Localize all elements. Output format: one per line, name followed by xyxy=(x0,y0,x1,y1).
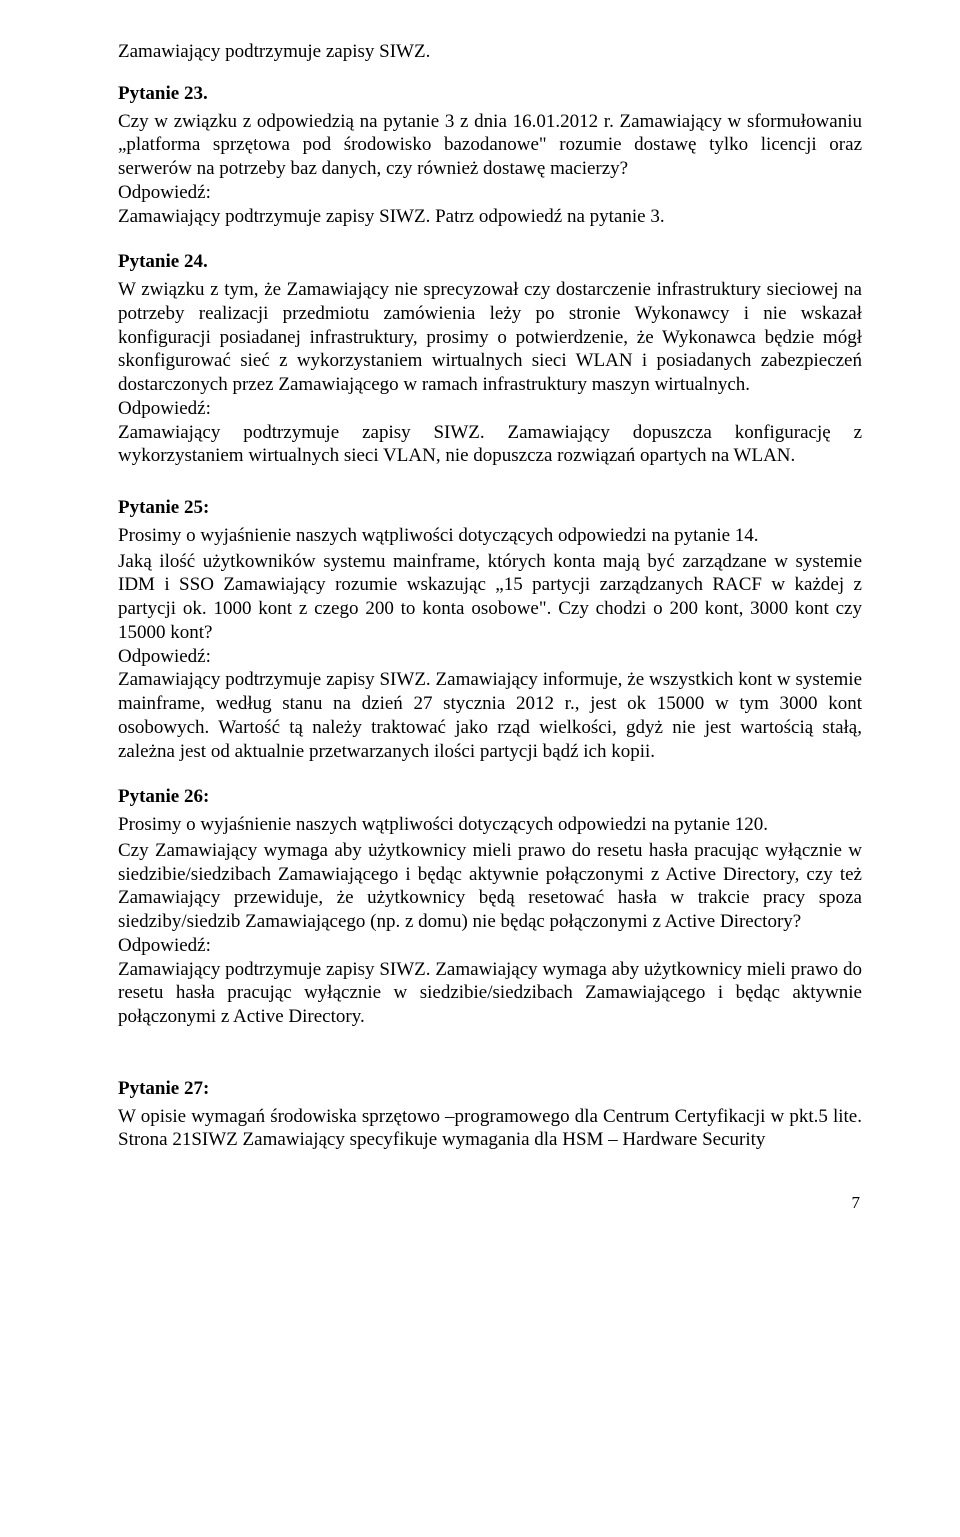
question-23-answer-label: Odpowiedź: xyxy=(118,181,862,205)
question-27-block: Pytanie 27: W opisie wymagań środowiska … xyxy=(118,1077,862,1152)
question-26-text-2: Czy Zamawiający wymaga aby użytkownicy m… xyxy=(118,839,862,934)
question-25-answer-label: Odpowiedź: xyxy=(118,645,862,669)
question-25-heading: Pytanie 25: xyxy=(118,496,862,520)
question-25-answer: Zamawiający podtrzymuje zapisy SIWZ. Zam… xyxy=(118,668,862,763)
question-26-heading: Pytanie 26: xyxy=(118,785,862,809)
question-26-answer-label: Odpowiedź: xyxy=(118,934,862,958)
question-25-block: Pytanie 25: Prosimy o wyjaśnienie naszyc… xyxy=(118,496,862,763)
intro-text: Zamawiający podtrzymuje zapisy SIWZ. xyxy=(118,40,862,64)
question-26-text-1: Prosimy o wyjaśnienie naszych wątpliwośc… xyxy=(118,813,862,837)
question-27-heading: Pytanie 27: xyxy=(118,1077,862,1101)
question-27-text: W opisie wymagań środowiska sprzętowo –p… xyxy=(118,1105,862,1153)
question-24-answer-label: Odpowiedź: xyxy=(118,397,862,421)
question-24-block: Pytanie 24. W związku z tym, że Zamawiaj… xyxy=(118,250,862,468)
question-23-block: Pytanie 23. Czy w związku z odpowiedzią … xyxy=(118,82,862,229)
question-25-text-1: Prosimy o wyjaśnienie naszych wątpliwośc… xyxy=(118,524,862,548)
question-24-heading: Pytanie 24. xyxy=(118,250,862,274)
question-23-text: Czy w związku z odpowiedzią na pytanie 3… xyxy=(118,110,862,181)
question-23-heading: Pytanie 23. xyxy=(118,82,862,106)
question-25-text-2: Jaką ilość użytkowników systemu mainfram… xyxy=(118,550,862,645)
question-26-answer: Zamawiający podtrzymuje zapisy SIWZ. Zam… xyxy=(118,958,862,1029)
question-24-text: W związku z tym, że Zamawiający nie spre… xyxy=(118,278,862,397)
question-24-answer: Zamawiający podtrzymuje zapisy SIWZ. Zam… xyxy=(118,421,862,469)
question-23-answer: Zamawiający podtrzymuje zapisy SIWZ. Pat… xyxy=(118,205,862,229)
page-number: 7 xyxy=(118,1192,862,1213)
question-26-block: Pytanie 26: Prosimy o wyjaśnienie naszyc… xyxy=(118,785,862,1029)
